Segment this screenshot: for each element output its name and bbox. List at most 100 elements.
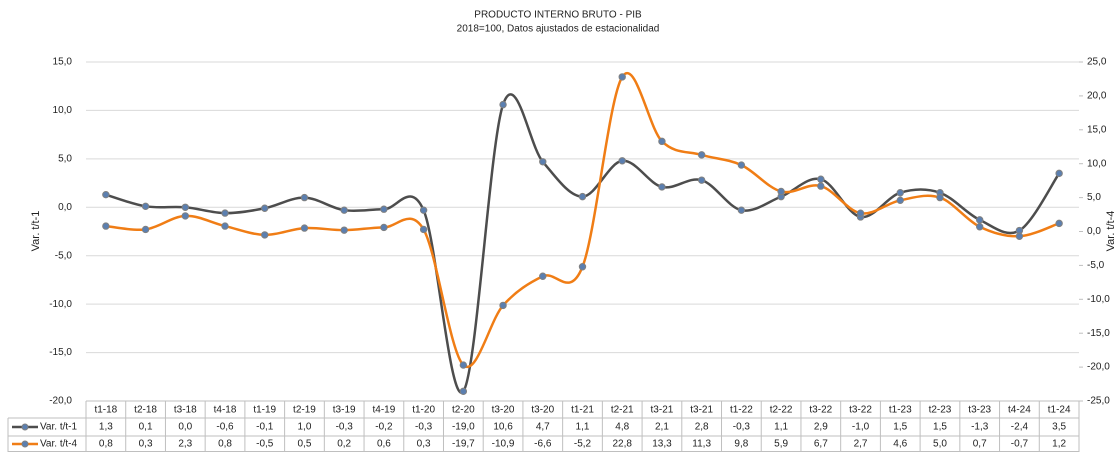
table-cell: 22,8 — [612, 439, 632, 450]
table-cell: 2,3 — [178, 439, 192, 450]
marker — [658, 137, 666, 146]
marker — [896, 196, 904, 205]
table-cell: 0,8 — [218, 439, 232, 450]
y-axis-label: Var. t/t-1 — [30, 211, 42, 252]
table-cell: 0,0 — [178, 422, 192, 433]
marker — [618, 73, 626, 81]
table-cell: -1,0 — [852, 422, 870, 433]
table-cell: 11,3 — [692, 439, 711, 450]
x-tick-label: t2-20 — [452, 405, 475, 416]
table-cell: 1,1 — [774, 422, 788, 433]
table-cell: -19,0 — [452, 422, 475, 433]
y2-tick-label: 5,0 — [1087, 192, 1101, 203]
marker — [697, 176, 706, 184]
table-cell: 1,0 — [298, 422, 312, 433]
x-tick-label: t3-20 — [531, 405, 554, 416]
table-cell: 10,6 — [493, 422, 513, 433]
marker — [1015, 232, 1024, 240]
marker — [817, 175, 825, 183]
table-cell: 3,5 — [1052, 422, 1066, 433]
y-tick-label: -20,0 — [49, 396, 72, 407]
marker — [499, 100, 507, 109]
marker — [737, 206, 746, 214]
table-cell: 2,8 — [695, 422, 709, 433]
marker — [459, 387, 468, 396]
table-cell: 0,3 — [417, 439, 431, 450]
table-cell: 0,6 — [377, 439, 391, 450]
table-cell: -10,9 — [492, 439, 515, 450]
x-tick-label: t1-23 — [889, 405, 912, 416]
marker — [300, 224, 309, 232]
table-cell: 1,1 — [576, 422, 590, 433]
marker — [141, 225, 150, 234]
marker — [856, 209, 865, 217]
marker — [1055, 219, 1063, 228]
x-tick-label: t2-21 — [611, 405, 634, 416]
table-cell: -0,2 — [375, 422, 393, 433]
table-cell: -5,2 — [574, 439, 592, 450]
x-tick-label: t3-22 — [849, 405, 872, 416]
x-tick-label: t2-18 — [134, 405, 157, 416]
y2-axis-label: Var. t/t-4 — [1105, 211, 1117, 252]
table-cell: 1,2 — [1052, 439, 1066, 450]
table-cell: 2,1 — [655, 422, 669, 433]
series-line — [105, 93, 1061, 394]
marker — [539, 272, 547, 280]
marker — [340, 226, 348, 234]
y-tick-label: -10,0 — [49, 299, 72, 310]
legend-marker — [21, 440, 29, 448]
y-tick-label: 5,0 — [58, 153, 72, 164]
marker — [1055, 169, 1063, 178]
y-tick-label: 10,0 — [53, 105, 73, 116]
x-tick-label: t4-19 — [373, 405, 396, 416]
marker — [976, 216, 984, 224]
table-cell: 2,9 — [814, 422, 828, 433]
x-tick-label: t3-21 — [651, 405, 674, 416]
marker — [578, 192, 587, 201]
y2-tick-label: 15,0 — [1087, 124, 1107, 135]
y2-tick-label: 20,0 — [1087, 91, 1107, 102]
y2-tick-label: -10,0 — [1087, 294, 1110, 305]
x-tick-label: t4-24 — [1008, 405, 1031, 416]
legend-label: Var. t/t-4 — [40, 439, 77, 450]
table-cell: 0,8 — [99, 439, 113, 450]
table-cell: -0,3 — [415, 422, 433, 433]
marker — [777, 187, 785, 196]
y2-tick-label: -20,0 — [1087, 362, 1110, 373]
x-tick-label: t1-20 — [412, 405, 435, 416]
marker — [896, 189, 904, 197]
series-line — [105, 72, 1060, 369]
table-cell: 1,5 — [933, 422, 947, 433]
x-tick-label: t1-18 — [94, 405, 117, 416]
marker — [102, 222, 110, 230]
y2-tick-label: -5,0 — [1087, 260, 1105, 271]
table-cell: -0,3 — [336, 422, 354, 433]
marker — [380, 223, 388, 232]
table-cell: 5,0 — [933, 439, 947, 450]
table-cell: -0,3 — [733, 422, 751, 433]
x-tick-label: t3-23 — [968, 405, 991, 416]
marker — [578, 263, 587, 271]
marker — [499, 301, 507, 310]
table-cell: 9,8 — [734, 439, 748, 450]
legend-marker — [21, 423, 29, 431]
x-tick-label: t4-18 — [214, 405, 237, 416]
x-tick-label: t3-22 — [809, 405, 832, 416]
table-cell: -6,6 — [534, 439, 552, 450]
marker — [221, 222, 229, 230]
table-cell: -0,7 — [1011, 439, 1029, 450]
table-cell: 4,6 — [893, 439, 907, 450]
x-tick-label: t2-22 — [770, 405, 793, 416]
x-tick-label: t1-19 — [253, 405, 276, 416]
table-cell: 6,7 — [814, 439, 828, 450]
marker — [419, 206, 428, 214]
x-tick-label: t1-24 — [1048, 405, 1071, 416]
table-cell: 13,3 — [652, 439, 672, 450]
table-cell: -0,6 — [216, 422, 234, 433]
table-cell: -0,1 — [256, 422, 274, 433]
chart-subtitle: 2018=100, Datos ajustados de estacionali… — [457, 24, 660, 35]
marker — [618, 157, 626, 165]
marker — [141, 202, 150, 211]
y2-tick-label: -25,0 — [1087, 396, 1110, 407]
x-tick-label: t3-18 — [174, 405, 197, 416]
